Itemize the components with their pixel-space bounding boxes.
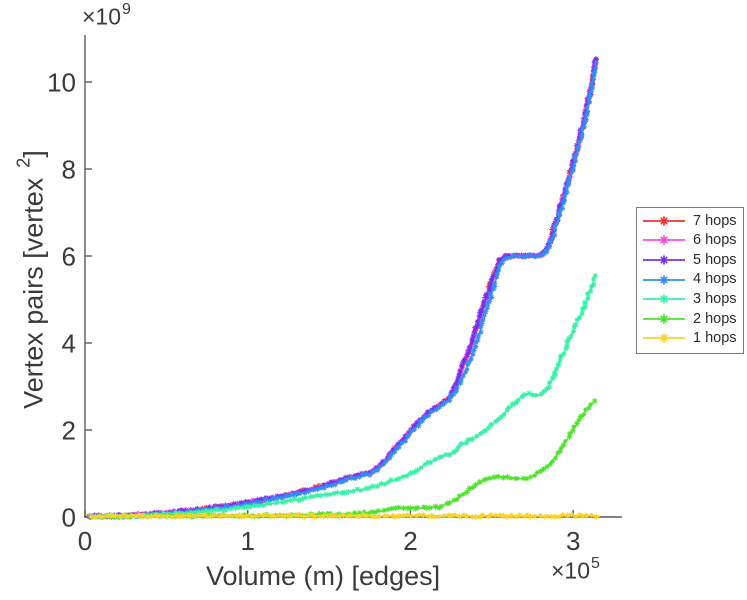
svg-text:0: 0 [62, 503, 76, 533]
legend-marker-icon [643, 333, 685, 343]
series-1-hops [89, 511, 600, 520]
series-markers [86, 58, 598, 520]
y-offset-exponent: 9 [122, 1, 131, 18]
x-axis-tick-labels: 0 1 2 3 [78, 526, 581, 556]
legend-entry-7-hops: 7 hops [641, 211, 743, 231]
series-markers [88, 398, 598, 521]
legend-line-sample [643, 255, 685, 265]
svg-text:10: 10 [47, 68, 76, 98]
series-markers [86, 56, 600, 520]
series-line [89, 57, 597, 517]
legend-entry-3-hops: 3 hops [641, 289, 743, 309]
legend: 7 hops 6 hops 5 hops 4 hops 3 hops 2 hops 1 ho… [636, 207, 744, 354]
legend-entry-label: 7 hops [693, 212, 737, 229]
legend-line-sample [643, 274, 685, 285]
svg-text:8: 8 [62, 155, 76, 185]
legend-entry-6-hops: 6 hops [641, 231, 743, 251]
svg-text:0: 0 [78, 526, 92, 556]
series-2-hops [88, 398, 598, 521]
svg-text:3: 3 [566, 526, 580, 556]
x-axis-offset-label: ×105 [551, 555, 600, 585]
y-axis-offset-label: ×109 [82, 1, 131, 31]
series-line [89, 62, 597, 518]
legend-line-sample [643, 216, 685, 226]
legend-line-sample [643, 294, 685, 304]
legend-entry-4-hops: 4 hops [641, 270, 743, 290]
series-line [89, 57, 597, 517]
series-markers [89, 60, 599, 520]
svg-text:2: 2 [62, 416, 76, 446]
y-offset-base: ×10 [82, 3, 122, 30]
legend-marker-icon [643, 216, 685, 226]
legend-marker-icon [643, 274, 685, 285]
legend-line-sample [643, 235, 685, 245]
legend-line-sample [643, 314, 685, 324]
y-axis-label-superscript: 2 [13, 157, 34, 168]
legend-entry-2-hops: 2 hops [641, 309, 743, 329]
legend-entry-label: 6 hops [693, 232, 737, 249]
x-axis-label: Volume (m) [edges] [206, 561, 441, 591]
legend-entry-1-hops: 1 hops [641, 329, 743, 349]
legend-entry-label: 3 hops [693, 290, 737, 307]
svg-text:1: 1 [240, 526, 254, 556]
svg-text:4: 4 [62, 329, 76, 359]
legend-entry-label: 4 hops [693, 271, 737, 288]
y-axis-label-text: Vertex pairs [vertex [18, 177, 49, 409]
series-line [89, 57, 597, 517]
series-markers [87, 56, 599, 521]
y-axis-ticks [85, 81, 92, 518]
legend-entry-label: 2 hops [693, 310, 737, 327]
y-axis-label: Vertex pairs [vertex2] [10, 80, 51, 480]
legend-marker-icon [643, 314, 685, 324]
legend-line-sample [643, 333, 685, 343]
series-7-hops [86, 56, 600, 520]
legend-marker-icon [643, 294, 685, 304]
series-markers [89, 511, 600, 520]
svg-text:6: 6 [62, 242, 76, 272]
x-offset-base: ×10 [551, 557, 591, 584]
y-axis-tick-labels: 0 2 4 6 8 10 [47, 68, 76, 533]
legend-marker-icon [643, 235, 685, 245]
series-6-hops [86, 57, 598, 520]
legend-entry-5-hops: 5 hops [641, 250, 743, 270]
legend-marker-icon [643, 255, 685, 265]
legend-entry-label: 5 hops [693, 251, 737, 268]
series-5-hops [87, 56, 599, 521]
x-offset-exponent: 5 [591, 555, 600, 572]
svg-text:2: 2 [403, 526, 417, 556]
series-line [89, 399, 597, 518]
series-4-hops [89, 60, 599, 520]
legend-entry-label: 1 hops [693, 330, 737, 347]
